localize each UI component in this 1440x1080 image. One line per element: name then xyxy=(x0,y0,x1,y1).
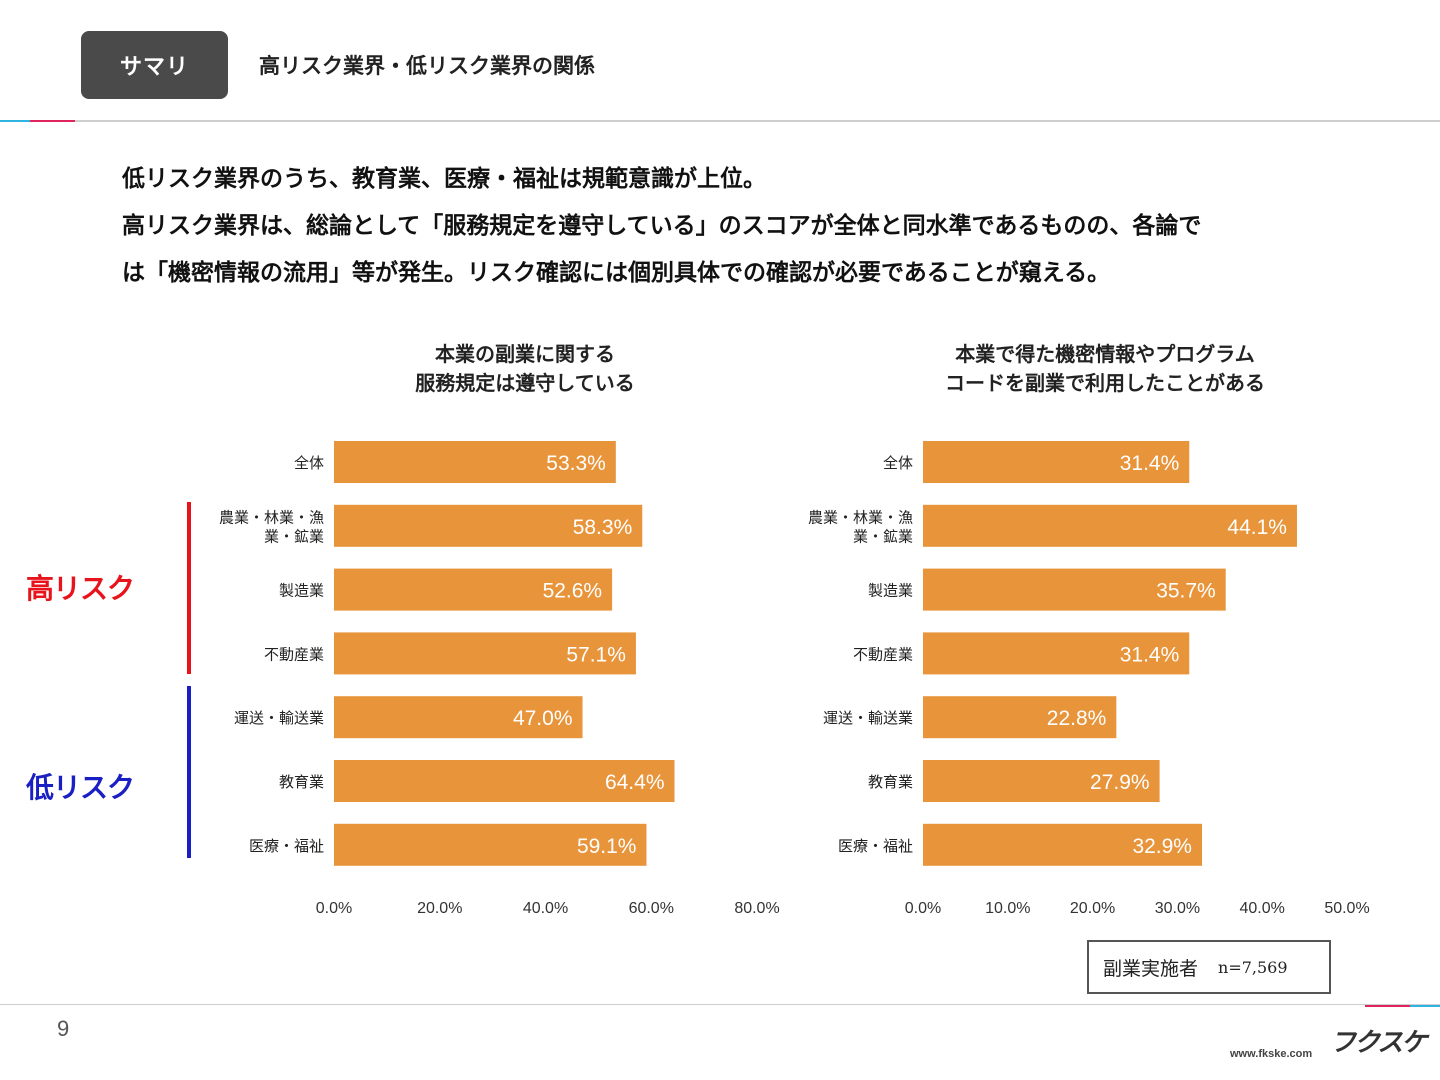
header-accent-right xyxy=(30,120,75,122)
chart-2-category-label: 全体 xyxy=(883,454,913,472)
chart-1-value-label: 57.1% xyxy=(566,643,626,666)
chart-1-tick-label: 0.0% xyxy=(316,900,352,917)
low-risk-bracket xyxy=(187,686,191,858)
chart-2-value-label: 31.4% xyxy=(1120,643,1180,666)
footer-divider xyxy=(0,1004,1440,1005)
chart-1-category-label: 教育業 xyxy=(279,773,324,791)
chart-1-title-line-1: 本業の副業に関する xyxy=(435,342,615,366)
header-divider xyxy=(0,120,1440,122)
summary-line-2: 高リスク業界は、総論として「服務規定を遵守している」のスコアが全体と同水準である… xyxy=(122,212,1202,239)
chart-2-tick-label: 20.0% xyxy=(1070,900,1115,917)
chart-1-tick-label: 40.0% xyxy=(523,900,568,917)
chart-2-value-label: 32.9% xyxy=(1132,835,1192,858)
chart-2-bar xyxy=(923,632,1190,675)
chart-2-tick-label: 40.0% xyxy=(1240,900,1285,917)
chart-1-bar xyxy=(334,760,675,802)
chart-2-tick-label: 30.0% xyxy=(1155,900,1200,917)
footer-accent-left xyxy=(1365,1005,1410,1007)
footer-accent-right xyxy=(1410,1005,1440,1007)
chart-1-tick-label: 20.0% xyxy=(417,900,462,917)
chart-1-value-label: 53.3% xyxy=(546,452,606,475)
chart-1-category-label: 製造業 xyxy=(279,582,324,600)
brand-logo: フクスケ xyxy=(1330,1028,1427,1058)
chart-1-category-label: 業・鉱業 xyxy=(264,527,324,545)
summary-line-1: 低リスク業界のうち、教育業、医療・福祉は規範意識が上位。 xyxy=(122,165,766,192)
chart-2-category-label: 医療・福祉 xyxy=(838,837,913,855)
chart-1-tick-label: 80.0% xyxy=(734,900,779,917)
legend-label: 副業実施者 xyxy=(1103,957,1199,980)
chart-2-category-label: 業・鉱業 xyxy=(853,527,913,545)
chart-1-bar xyxy=(334,632,636,675)
chart-1-value-label: 64.4% xyxy=(605,771,665,794)
chart-2-value-label: 27.9% xyxy=(1090,771,1150,794)
chart-1-value-label: 52.6% xyxy=(543,580,603,603)
chart-1-value-label: 47.0% xyxy=(513,707,573,730)
high-risk-bracket xyxy=(187,502,191,674)
header-accent-left xyxy=(0,120,30,122)
chart-1-category-label: 不動産業 xyxy=(264,645,324,663)
chart-2-category-label: 不動産業 xyxy=(853,645,913,663)
page-title: 高リスク業界・低リスク業界の関係 xyxy=(259,53,595,78)
chart-2-title-line-1: 本業で得た機密情報やプログラム xyxy=(955,342,1255,366)
chart-1-category-label: 運送・輸送業 xyxy=(234,709,324,727)
chart-2-title-line-2: コードを副業で利用したことがある xyxy=(945,371,1265,395)
chart-2-category-label: 運送・輸送業 xyxy=(823,709,913,727)
chart-1-title-line-2: 服務規定は遵守している xyxy=(415,371,635,395)
chart-1-bar xyxy=(334,696,583,739)
chart-2-category-label: 教育業 xyxy=(868,773,913,791)
chart-2-bar xyxy=(923,760,1160,802)
chart-1-bar xyxy=(334,568,613,611)
chart-1-bar xyxy=(334,823,647,866)
chart-2-category-label: 製造業 xyxy=(868,582,913,600)
section-tag: サマリ xyxy=(81,31,228,99)
chart-1-value-label: 59.1% xyxy=(577,835,637,858)
chart-2-value-label: 44.1% xyxy=(1227,516,1287,539)
chart-1-title: 本業の副業に関する 服務規定は遵守している xyxy=(330,340,720,398)
chart-1-bar xyxy=(334,441,616,483)
chart-2-tick-label: 10.0% xyxy=(985,900,1030,917)
chart-2-category-label: 農業・林業・漁 xyxy=(808,508,913,526)
chart-2-bar xyxy=(923,504,1297,547)
chart-2-title: 本業で得た機密情報やプログラム コードを副業で利用したことがある xyxy=(880,340,1330,398)
footer-url: www.fkske.com xyxy=(1230,1048,1313,1060)
chart-2-value-label: 35.7% xyxy=(1156,580,1216,603)
chart-2-value-label: 22.8% xyxy=(1047,707,1107,730)
low-risk-label: 低リスク xyxy=(26,771,135,804)
chart-1-bar xyxy=(334,504,643,547)
chart-1-category-label: 医療・福祉 xyxy=(249,837,324,855)
page-number: 9 xyxy=(57,1016,70,1041)
summary-text: 低リスク業界のうち、教育業、医療・福祉は規範意識が上位。 高リスク業界は、総論と… xyxy=(122,155,1362,296)
sample-legend: 副業実施者 n=7,569 xyxy=(1087,940,1331,994)
chart-2-bar xyxy=(923,696,1117,739)
chart-2-bar xyxy=(923,441,1190,483)
high-risk-label: 高リスク xyxy=(26,572,135,605)
summary-line-3: は「機密情報の流用」等が発生。リスク確認には個別具体での確認が必要であることが窺… xyxy=(122,259,1111,286)
chart-1-tick-label: 60.0% xyxy=(629,900,674,917)
chart-1-category-label: 農業・林業・漁 xyxy=(219,508,324,526)
chart-2-bar xyxy=(923,568,1226,611)
chart-1-category-label: 全体 xyxy=(294,454,324,472)
chart-2-bar xyxy=(923,823,1202,866)
chart-2-tick-label: 0.0% xyxy=(905,900,941,917)
chart-2-value-label: 31.4% xyxy=(1120,452,1180,475)
chart-1-value-label: 58.3% xyxy=(573,516,633,539)
chart-2-tick-label: 50.0% xyxy=(1324,900,1369,917)
legend-sample-size: n=7,569 xyxy=(1218,957,1288,977)
